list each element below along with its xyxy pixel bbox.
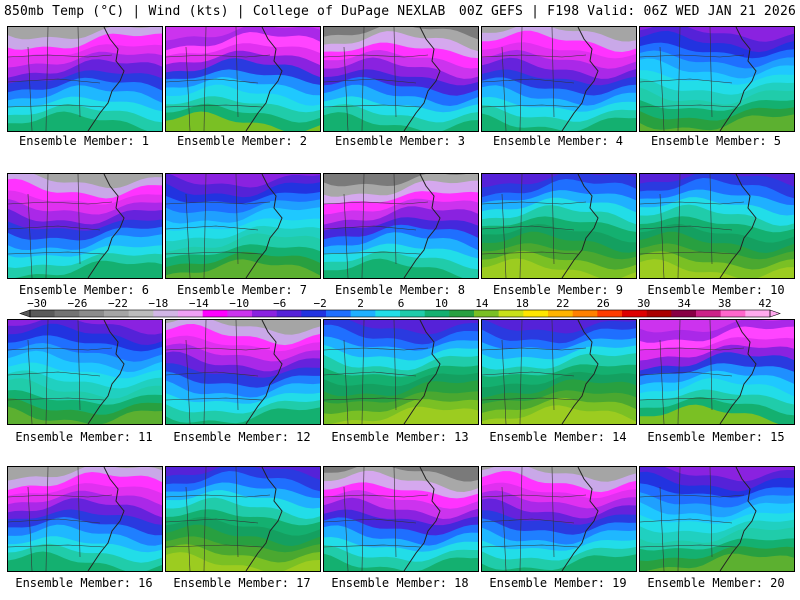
- colorbar-segment: [622, 310, 647, 317]
- ensemble-member-label: Ensemble Member: 5: [650, 134, 782, 148]
- colorbar-segment: [548, 310, 573, 317]
- colorbar-segment: [449, 310, 475, 317]
- colorbar-tick-label: 42: [758, 297, 772, 310]
- colorbar-tick-label: 30: [637, 297, 651, 310]
- colorbar-segment: [326, 310, 351, 317]
- colorbar-segment: [30, 310, 55, 317]
- ensemble-member-map: [7, 173, 163, 279]
- colorbar-tick-label: 18: [515, 297, 529, 310]
- ensemble-member-label: Ensemble Member: 3: [334, 134, 466, 148]
- ensemble-member-map: [481, 26, 637, 132]
- colorbar-segment: [646, 310, 672, 317]
- colorbar-segment: [400, 310, 425, 317]
- colorbar-segment: [276, 310, 302, 317]
- ensemble-member-label: Ensemble Member: 13: [331, 430, 469, 444]
- colorbar-right-arrow: [769, 309, 781, 318]
- colorbar-segment: [301, 310, 327, 317]
- colorbar-segment: [375, 310, 401, 317]
- ensemble-member-label: Ensemble Member: 9: [492, 283, 624, 297]
- temperature-colorbar: [19, 309, 781, 318]
- ensemble-member-label: Ensemble Member: 8: [334, 283, 466, 297]
- ensemble-member-map: [481, 319, 637, 425]
- ensemble-member-label: Ensemble Member: 20: [647, 576, 785, 590]
- ensemble-member-map: [7, 319, 163, 425]
- ensemble-member-map: [639, 173, 795, 279]
- colorbar-tick-label: 6: [397, 297, 405, 310]
- colorbar-tick-label: −22: [107, 297, 128, 310]
- colorbar-tick-label: −2: [313, 297, 327, 310]
- colorbar-segment: [227, 310, 253, 317]
- colorbar-segment: [720, 310, 746, 317]
- colorbar-tick-label: −30: [27, 297, 47, 310]
- ensemble-member-map: [7, 26, 163, 132]
- colorbar-segment: [252, 310, 277, 317]
- ensemble-member-map: [639, 319, 795, 425]
- ensemble-member-map: [165, 319, 321, 425]
- ensemble-member-label: Ensemble Member: 2: [176, 134, 308, 148]
- colorbar-segment: [54, 310, 80, 317]
- colorbar-labels: −30 −26 −22 −18 −14 −10 −6 −2 2 6 10 14 18 22 26 30 34 38…: [0, 297, 800, 310]
- colorbar-segment: [474, 310, 499, 317]
- ensemble-member-label: Ensemble Member: 18: [331, 576, 469, 590]
- ensemble-member-label: Ensemble Member: 7: [176, 283, 308, 297]
- colorbar-segment: [572, 310, 598, 317]
- colorbar-segment: [498, 310, 524, 317]
- ensemble-member-map: [323, 173, 479, 279]
- ensemble-member-label: Ensemble Member: 11: [15, 430, 153, 444]
- colorbar-segment: [696, 310, 721, 317]
- colorbar-segment: [745, 310, 771, 317]
- colorbar-segment: [597, 310, 623, 317]
- colorbar-segment: [104, 310, 129, 317]
- ensemble-member-map: [481, 173, 637, 279]
- colorbar-segment: [671, 310, 697, 317]
- ensemble-member-map: [323, 466, 479, 572]
- ensemble-member-label: Ensemble Member: 16: [15, 576, 153, 590]
- colorbar-tick-label: 34: [677, 297, 691, 310]
- ensemble-member-label: Ensemble Member: 19: [489, 576, 627, 590]
- colorbar-segment: [79, 310, 105, 317]
- colorbar-segment: [350, 310, 376, 317]
- ensemble-member-label: Ensemble Member: 6: [18, 283, 150, 297]
- ensemble-member-label: Ensemble Member: 1: [18, 134, 150, 148]
- ensemble-member-map: [165, 466, 321, 572]
- ensemble-member-label: Ensemble Member: 15: [647, 430, 785, 444]
- colorbar-tick-label: 14: [475, 297, 489, 310]
- ensemble-member-map: [165, 173, 321, 279]
- colorbar-left-arrow: [19, 309, 31, 318]
- ensemble-member-map: [165, 26, 321, 132]
- colorbar-tick-label: 10: [434, 297, 449, 310]
- ensemble-member-map: [323, 319, 479, 425]
- ensemble-member-map: [7, 466, 163, 572]
- ensemble-member-map: [323, 26, 479, 132]
- colorbar-tick-label: −18: [148, 297, 169, 310]
- map-title: 850mb Temp (°C) | Wind (kts) | College o…: [4, 4, 446, 19]
- colorbar-segment: [202, 310, 228, 317]
- ensemble-member-label: Ensemble Member: 10: [647, 283, 785, 297]
- colorbar-tick-label: 2: [357, 297, 364, 310]
- ensemble-member-map: [639, 466, 795, 572]
- colorbar-tick-label: −10: [229, 297, 250, 310]
- run-valid-time: 00Z GEFS | F198 Valid: 06Z WED JAN 21 20…: [458, 4, 796, 19]
- colorbar-segment: [153, 310, 179, 317]
- colorbar-segment: [128, 310, 154, 317]
- ensemble-member-label: Ensemble Member: 12: [173, 430, 311, 444]
- colorbar-segment: [523, 310, 549, 317]
- colorbar-tick-label: 26: [596, 297, 610, 310]
- colorbar-tick-label: 22: [556, 297, 570, 310]
- ensemble-member-label: Ensemble Member: 4: [492, 134, 624, 148]
- colorbar-tick-label: −14: [188, 297, 209, 310]
- colorbar-tick-label: −26: [67, 297, 88, 310]
- ensemble-member-label: Ensemble Member: 17: [173, 576, 311, 590]
- colorbar-tick-label: −6: [273, 297, 287, 310]
- ensemble-member-map: [481, 466, 637, 572]
- ensemble-member-label: Ensemble Member: 14: [489, 430, 627, 444]
- colorbar-segment: [178, 310, 203, 317]
- ensemble-member-map: [639, 26, 795, 132]
- colorbar-tick-label: 38: [717, 297, 732, 310]
- colorbar-segment: [424, 310, 450, 317]
